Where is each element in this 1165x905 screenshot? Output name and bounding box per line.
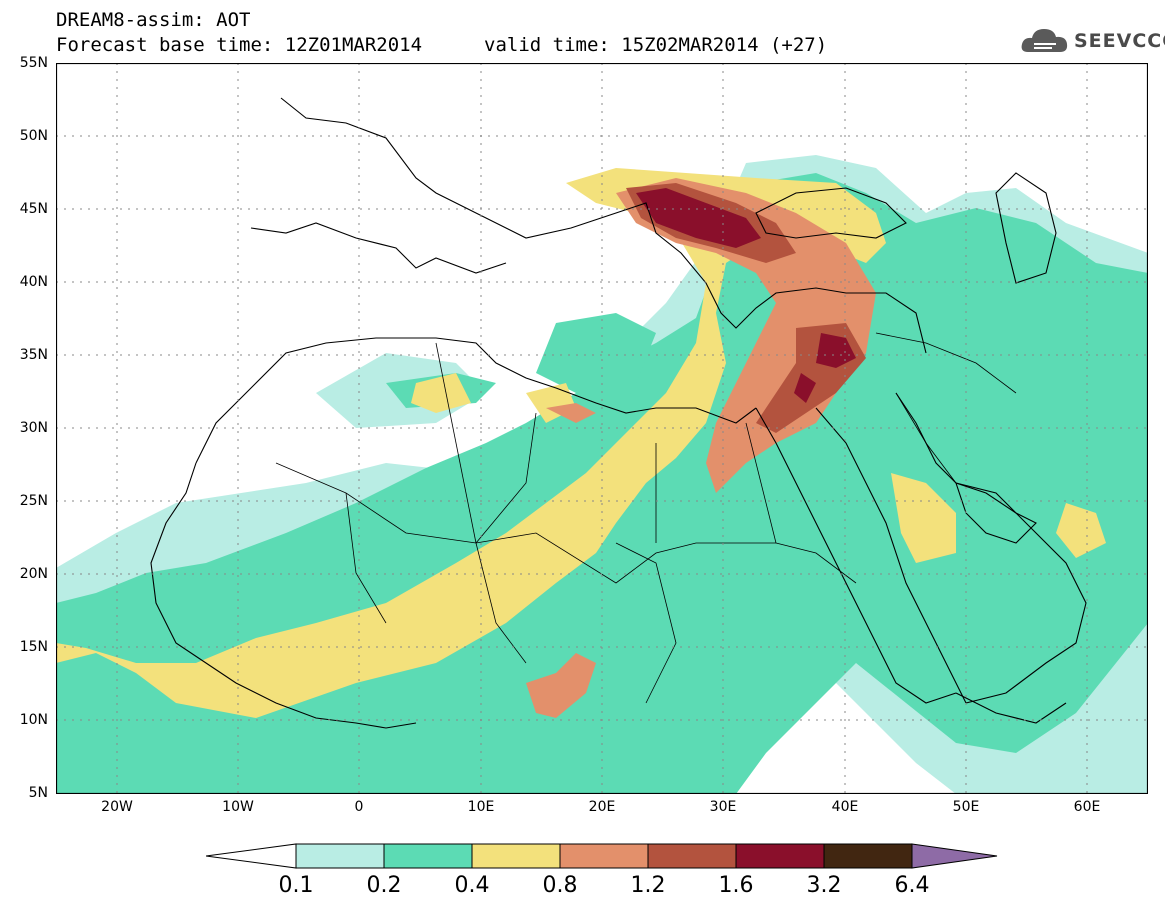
lon-label-40e: 40E [831, 799, 859, 815]
logo-text: SEEVCCC [1074, 30, 1165, 52]
lat-label-45n: 45N [19, 201, 48, 217]
lat-label-40n: 40N [19, 274, 48, 290]
lon-label-0: 0 [354, 799, 364, 815]
lat-label-50n: 50N [19, 128, 48, 144]
forecast-base-time: Forecast base time: 12Z01MAR2014 [56, 34, 423, 56]
colorbar-label-6-4: 6.4 [894, 873, 930, 898]
lat-lon-grid [56, 63, 1148, 794]
colorbar-segment-3 [471, 843, 561, 869]
lat-label-30n: 30N [19, 420, 48, 436]
colorbar-label-0-2: 0.2 [366, 873, 402, 898]
aot-forecast-map [56, 63, 1148, 794]
colorbar-label-0-4: 0.4 [454, 873, 490, 898]
colorbar-segment-5 [647, 843, 737, 869]
aot-colorbar [206, 843, 998, 869]
lon-label-30e: 30E [709, 799, 737, 815]
lat-label-15n: 15N [19, 639, 48, 655]
colorbar-high-triangle [911, 843, 998, 869]
lat-label-20n: 20N [19, 566, 48, 582]
lat-label-55n: 55N [19, 55, 48, 71]
lat-label-10n: 10N [19, 712, 48, 728]
lat-label-5n: 5N [28, 785, 48, 801]
country-borders [275, 332, 1017, 704]
aot-band-1-6 [636, 188, 856, 403]
coastlines [150, 97, 1087, 729]
lon-label-10e: 10E [467, 799, 495, 815]
colorbar-label-0-1: 0.1 [278, 873, 314, 898]
lon-label-20w: 20W [101, 799, 133, 815]
seevccc-logo: SEEVCCC [1020, 24, 1165, 58]
colorbar-segment-4 [559, 843, 649, 869]
map-title: DREAM8-assim: AOT [56, 9, 251, 31]
lon-label-10w: 10W [222, 799, 254, 815]
lat-label-35n: 35N [19, 347, 48, 363]
colorbar-label-3-2: 3.2 [806, 873, 842, 898]
lon-label-50e: 50E [952, 799, 980, 815]
colorbar-segment-6 [735, 843, 825, 869]
colorbar-segment-7 [823, 843, 913, 869]
colorbar-segment-2 [383, 843, 473, 869]
aot-band-0-8 [526, 178, 876, 718]
colorbar-low-triangle [206, 843, 297, 869]
colorbar-label-1-2: 1.2 [630, 873, 666, 898]
valid-time: valid time: 15Z02MAR2014 (+27) [484, 34, 828, 56]
colorbar-segment-1 [295, 843, 385, 869]
colorbar-label-0-8: 0.8 [542, 873, 578, 898]
lon-label-20e: 20E [588, 799, 616, 815]
lat-label-25n: 25N [19, 493, 48, 509]
cloud-icon [1021, 29, 1068, 52]
map-frame [56, 63, 1148, 794]
colorbar-label-1-6: 1.6 [718, 873, 754, 898]
lon-label-60e: 60E [1073, 799, 1101, 815]
